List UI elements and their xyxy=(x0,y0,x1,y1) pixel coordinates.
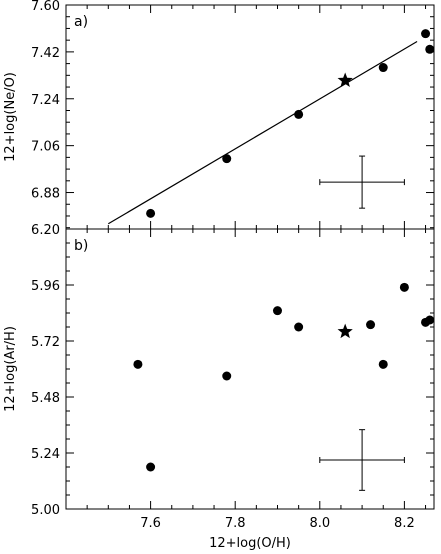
data-point xyxy=(222,371,232,381)
panel-b: b) 12+log(Ar/H) 12+log(O/H) 7.6 7.8 8.0 8.2… xyxy=(3,223,435,551)
x-tick-label: 7.6 xyxy=(140,516,161,531)
data-point xyxy=(146,208,156,218)
y-tick-label: 7.24 xyxy=(31,93,60,108)
y-tick-label: 6.88 xyxy=(31,187,60,202)
y-tick-label: 5.96 xyxy=(31,279,60,294)
panel-b-yticks: 5.00 5.24 5.48 5.72 5.96 6.20 xyxy=(31,223,434,518)
panel-a-frame xyxy=(65,4,435,230)
data-point xyxy=(425,315,435,325)
panel-a-points xyxy=(146,29,435,218)
panel-b-star xyxy=(337,323,353,339)
panel-b-frame xyxy=(65,228,435,510)
panel-b-xlabel: 12+log(O/H) xyxy=(209,536,291,551)
y-tick-label: 7.06 xyxy=(31,140,60,155)
star-marker xyxy=(337,323,353,339)
data-point xyxy=(421,29,431,39)
panel-a-star xyxy=(337,72,353,88)
data-point xyxy=(133,359,143,369)
data-point xyxy=(294,109,304,119)
data-point xyxy=(146,462,156,472)
y-tick-label: 5.00 xyxy=(31,503,60,518)
panel-b-tag: b) xyxy=(74,238,88,254)
y-tick-label: 7.60 xyxy=(31,0,60,14)
data-point xyxy=(378,63,388,73)
panel-a: a) 12+log(Ne/O) 6.88 7.06 7.24 7.42 7.60 xyxy=(3,0,435,230)
data-point xyxy=(272,306,282,316)
panel-a-fit xyxy=(107,40,418,225)
panel-a-xticks xyxy=(65,5,427,229)
panel-b-points xyxy=(133,282,435,472)
y-tick-label: 7.42 xyxy=(31,46,60,61)
data-point xyxy=(378,359,388,369)
y-tick-label: 5.48 xyxy=(31,391,60,406)
y-tick-label: 6.20 xyxy=(31,223,60,238)
data-point xyxy=(294,322,304,332)
panel-a-tag: a) xyxy=(74,14,88,30)
y-tick-label: 5.72 xyxy=(31,335,60,350)
data-point xyxy=(366,320,376,330)
data-point xyxy=(425,44,435,54)
panel-a-yticks: 6.88 7.06 7.24 7.42 7.60 xyxy=(31,0,434,229)
fit-line xyxy=(107,40,418,225)
panel-b-xticks: 7.6 7.8 8.0 8.2 xyxy=(65,229,427,531)
panel-b-ylabel: 12+log(Ar/H) xyxy=(3,326,18,412)
panel-a-error-cross xyxy=(319,155,405,209)
panel-b-error-cross xyxy=(319,429,405,491)
data-point xyxy=(399,282,409,292)
data-point xyxy=(222,154,232,164)
y-tick-label: 5.24 xyxy=(31,447,60,462)
x-tick-label: 7.8 xyxy=(225,516,246,531)
star-marker xyxy=(337,72,353,88)
x-tick-label: 8.0 xyxy=(309,516,330,531)
x-tick-label: 8.2 xyxy=(394,516,415,531)
panel-a-ylabel: 12+log(Ne/O) xyxy=(3,72,18,162)
